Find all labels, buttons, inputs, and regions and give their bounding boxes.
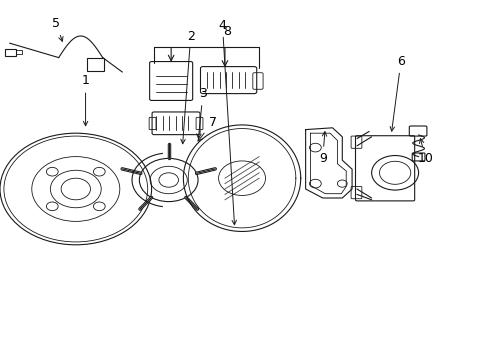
Text: 8: 8 bbox=[223, 25, 231, 38]
Bar bbox=[16, 50, 21, 54]
Text: 7: 7 bbox=[198, 116, 216, 141]
Text: 3: 3 bbox=[196, 87, 206, 138]
Text: 5: 5 bbox=[52, 17, 63, 41]
Text: 2: 2 bbox=[181, 30, 194, 144]
Text: 10: 10 bbox=[417, 139, 432, 165]
Text: 9: 9 bbox=[318, 132, 326, 165]
Text: 4: 4 bbox=[218, 19, 236, 225]
Text: 1: 1 bbox=[81, 75, 89, 126]
Text: 6: 6 bbox=[389, 55, 404, 131]
